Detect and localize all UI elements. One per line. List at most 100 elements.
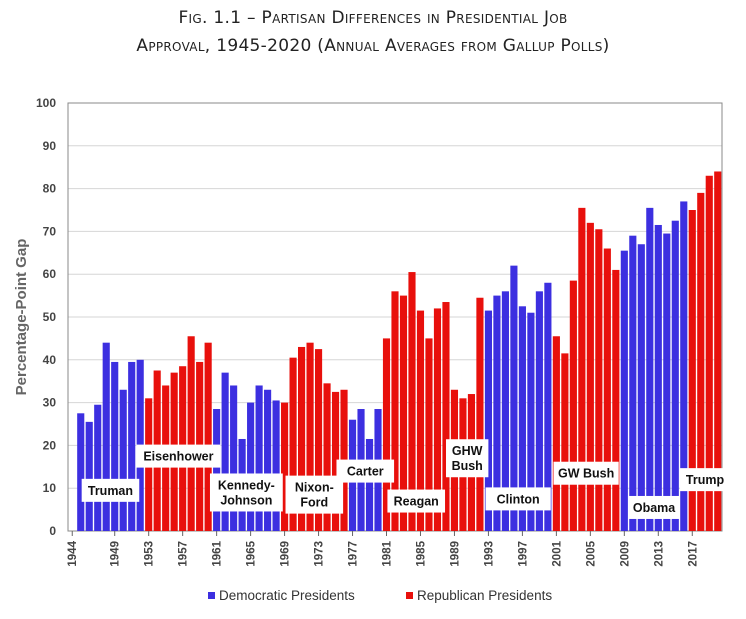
president-label-box-carter [336,459,395,483]
president-label-ghw-bush: Bush [452,459,483,473]
president-label-box-reagan [387,489,446,513]
bar-democratic-1999 [535,291,543,531]
president-label-trump: Trump [686,473,725,487]
x-tick-label: 1973 [314,541,326,567]
president-label-box-truman [81,478,140,502]
bar-republican-1981 [382,338,391,531]
bar-democratic-2015 [671,220,679,531]
bar-democratic-2014 [663,233,671,532]
bar-republican-1970 [289,357,297,531]
y-tick-label: 60 [43,267,57,281]
president-label-carter: Carter [347,465,384,479]
bar-republican-2007 [603,248,611,531]
legend-democratic-label: Democratic Presidents [219,588,355,603]
bar-republican-2002 [561,353,569,531]
bar-republican-1984 [408,272,416,531]
y-tick-label: 40 [43,353,57,367]
bar-republican-1973 [314,349,323,531]
bar-republican-2017 [688,210,696,531]
bar-republican-2008 [612,269,620,531]
y-tick-label: 80 [43,182,57,196]
president-label-obama: Obama [633,501,676,515]
bar-democratic-1995 [501,291,509,531]
president-label-truman: Truman [88,484,133,498]
legend-democratic-swatch [208,592,215,599]
x-tick-label: 2009 [619,541,631,567]
x-tick-label: 2001 [551,540,563,566]
bar-democratic-1997 [518,306,526,531]
bar-republican-2005 [586,222,594,531]
president-label-kennedy-johnson: Johnson [220,493,272,507]
bar-democratic-1948 [102,342,110,531]
bar-republican-1992 [476,297,484,531]
bar-democratic-2009 [620,250,628,531]
bar-republican-1960 [204,342,212,531]
bar-republican-1987 [433,308,442,531]
bar-democratic-1951 [128,361,136,531]
bar-republican-2020 [714,171,722,532]
bar-democratic-1963 [230,385,238,531]
president-label-kennedy-johnson: Kennedy- [218,478,275,492]
bar-republican-2001 [552,336,560,531]
bar-republican-2004 [578,207,586,532]
bar-republican-1969 [281,402,289,531]
x-tick-label: 2017 [687,541,699,567]
bar-democratic-1994 [493,295,501,531]
x-tick-label: 1944 [67,540,79,566]
president-label-box-nixon-ford [285,475,344,514]
bar-democratic-1966 [255,385,263,531]
bar-republican-1986 [425,338,433,531]
y-tick-label: 90 [43,139,57,153]
bar-democratic-1946 [85,421,93,531]
bar-democratic-1965 [247,402,255,531]
bar-democratic-1949 [111,361,119,531]
bar-republican-1972 [306,342,314,531]
legend-democratic: Democratic Presidents [208,588,355,603]
bar-democratic-2010 [629,235,637,531]
bar-democratic-1996 [510,265,518,531]
bar-republican-1988 [442,302,450,531]
legend-republican-label: Republican Presidents [417,588,553,603]
bar-democratic-1950 [119,389,127,531]
bar-democratic-1945 [77,413,85,531]
bar-republican-2006 [595,229,603,531]
bar-democratic-1967 [264,389,272,531]
y-tick-label: 20 [43,438,57,452]
chart-title-line-2: Approval, 1945-2020 (Annual Averages fro… [136,36,610,56]
president-label-box-trump [680,468,731,492]
legend-republican: Republican Presidents [406,588,552,603]
x-tick-label: 1961 [212,540,224,566]
bar-democratic-1979 [365,438,374,531]
x-tick-label: 1957 [178,541,190,567]
president-label-box-clinton [485,487,551,511]
president-label-reagan: Reagan [394,495,439,509]
president-label-clinton: Clinton [497,492,540,506]
bar-republican-1974 [323,383,331,531]
bar-democratic-1968 [272,400,280,531]
bar-democratic-1947 [94,404,102,531]
bar-democratic-2016 [680,201,688,531]
president-label-box-eisenhower [136,444,221,468]
x-tick-label: 1977 [348,541,360,567]
bar-democratic-1962 [221,372,229,531]
bar-republican-1958 [187,336,195,531]
y-tick-label: 100 [36,96,56,110]
x-tick-label: 1949 [110,541,122,567]
y-tick-label: 50 [43,310,57,324]
x-tick-label: 1965 [246,540,258,566]
chart-title-line-1: Fig. 1.1 – Partisan Differences in Presi… [178,8,568,28]
president-label-box-kennedy-johnson [209,473,283,512]
x-tick-label: 1989 [449,541,461,567]
bar-democratic-2013 [654,224,662,532]
y-tick-label: 30 [43,396,57,410]
president-label-box-gw-bush [553,461,619,485]
president-label-nixon-ford: Ford [300,496,328,510]
x-tick-label: 1953 [144,541,156,567]
president-label-box-ghw-bush [445,439,489,478]
bar-republican-1971 [298,346,306,531]
bar-republican-1985 [416,310,425,531]
bar-republican-1983 [399,295,408,531]
bar-democratic-2000 [544,282,552,531]
president-label-eisenhower: Eisenhower [143,450,213,464]
